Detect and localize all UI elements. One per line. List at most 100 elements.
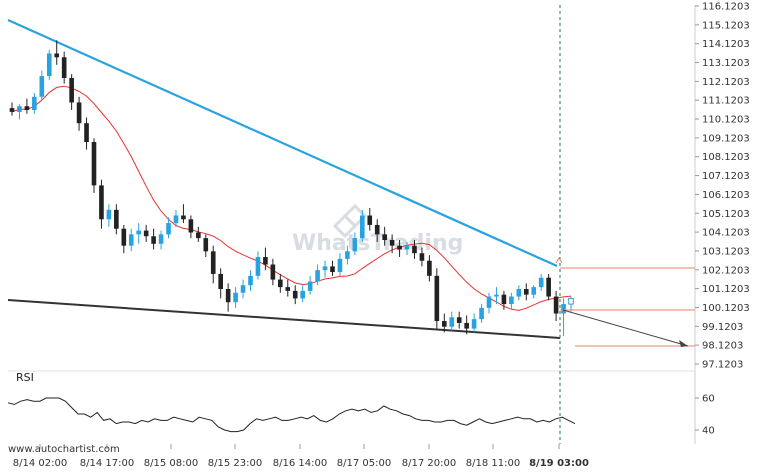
time-tick-label: 8/16 14:00 <box>273 458 327 469</box>
candle <box>121 224 127 254</box>
price-tick-label: 106.1203 <box>702 190 750 201</box>
candle <box>39 70 45 101</box>
price-tick-label: 102.1203 <box>702 265 750 276</box>
candle <box>84 117 89 150</box>
candle <box>449 311 455 331</box>
candle <box>225 283 231 312</box>
price-tick-label: 104.1203 <box>702 228 750 239</box>
price-tick-label: 116.1203 <box>702 1 750 12</box>
time-tick-label: 8/17 20:00 <box>402 458 456 469</box>
candle <box>434 268 440 329</box>
candle <box>389 234 395 254</box>
price-axis: 116.1203 115.1203 114.1203 113.1203 112.1203… <box>695 1 750 370</box>
price-tick-label: 111.1203 <box>702 96 750 107</box>
candle <box>561 298 566 337</box>
candle <box>494 287 499 305</box>
price-tick-label: 110.1203 <box>702 115 750 126</box>
candle <box>136 223 142 244</box>
candle <box>464 315 469 335</box>
price-tick-label: 109.1203 <box>702 133 750 144</box>
candle <box>188 215 194 239</box>
candle <box>367 207 373 231</box>
candle <box>61 51 67 84</box>
time-tick-label: 8/15 23:00 <box>208 458 262 469</box>
candle <box>91 138 97 193</box>
candle <box>382 226 387 246</box>
breakout-marker-icon <box>555 257 563 264</box>
ma-layer <box>11 85 572 311</box>
price-tick-label: 112.1203 <box>702 77 750 88</box>
candle <box>292 285 298 305</box>
candle <box>404 241 410 256</box>
candle <box>509 292 514 310</box>
candle <box>17 104 22 120</box>
moving-average-line <box>11 85 572 311</box>
candle-layer <box>9 40 574 337</box>
time-tick-label: 8/19 03:00 <box>529 458 589 469</box>
resistance-line <box>7 18 558 268</box>
grid-layer <box>8 5 696 444</box>
candle <box>285 279 291 297</box>
candle <box>523 283 529 301</box>
candle <box>300 285 305 303</box>
support-line <box>7 299 561 339</box>
candle <box>173 209 179 227</box>
candle <box>210 245 216 284</box>
candle <box>471 313 477 333</box>
candle <box>151 228 156 250</box>
candle <box>263 247 268 271</box>
candle <box>479 304 484 323</box>
candle <box>352 232 358 256</box>
candle <box>330 260 335 276</box>
candle <box>69 74 74 111</box>
candle <box>233 287 238 308</box>
candle <box>9 102 15 116</box>
rsi-line <box>7 397 576 433</box>
watermark-logo-icon <box>332 203 368 239</box>
footer-url[interactable]: www.autochartist.com <box>8 444 120 455</box>
candle <box>538 273 544 291</box>
price-tick-label: 99.1203 <box>702 322 743 333</box>
candle <box>114 204 119 235</box>
candle <box>99 179 104 229</box>
candle <box>456 311 462 329</box>
candle <box>181 204 186 224</box>
candle <box>255 251 261 280</box>
candle <box>374 219 380 242</box>
price-tick-label: 114.1203 <box>702 39 750 50</box>
time-axis: 8/14 02:00 8/14 17:00 8/15 08:00 8/15 23:00… <box>13 444 589 469</box>
candle <box>128 228 134 252</box>
candle <box>46 49 52 80</box>
time-tick-label: 8/15 08:00 <box>144 458 198 469</box>
candle <box>322 260 328 278</box>
candle <box>397 240 402 257</box>
candle <box>568 296 574 312</box>
rsi-panel: RSI 60 40 <box>7 371 715 437</box>
candle <box>203 234 209 257</box>
candle <box>76 96 82 131</box>
candle <box>359 209 365 242</box>
candle <box>419 247 425 267</box>
price-tick-label: 97.1203 <box>702 359 743 370</box>
candle <box>196 226 201 242</box>
price-tick-label: 115.1203 <box>702 20 750 31</box>
projection-line <box>562 309 689 347</box>
candle <box>143 224 149 242</box>
price-tick-label: 113.1203 <box>702 58 750 69</box>
time-tick-label: 8/14 02:00 <box>13 458 67 469</box>
price-tick-label: 103.1203 <box>702 246 750 257</box>
time-tick-label: 8/14 17:00 <box>80 458 134 469</box>
price-tick-label: 108.1203 <box>702 152 750 163</box>
candle <box>546 273 551 301</box>
price-tick-label: 98.1203 <box>702 341 743 352</box>
candle <box>270 258 276 286</box>
candle <box>278 273 283 293</box>
candle <box>24 98 30 114</box>
candle <box>248 270 253 291</box>
price-tick-label: 105.1203 <box>702 209 750 220</box>
candle <box>486 292 492 314</box>
candle <box>345 245 350 265</box>
rsi-label: RSI <box>16 371 34 384</box>
